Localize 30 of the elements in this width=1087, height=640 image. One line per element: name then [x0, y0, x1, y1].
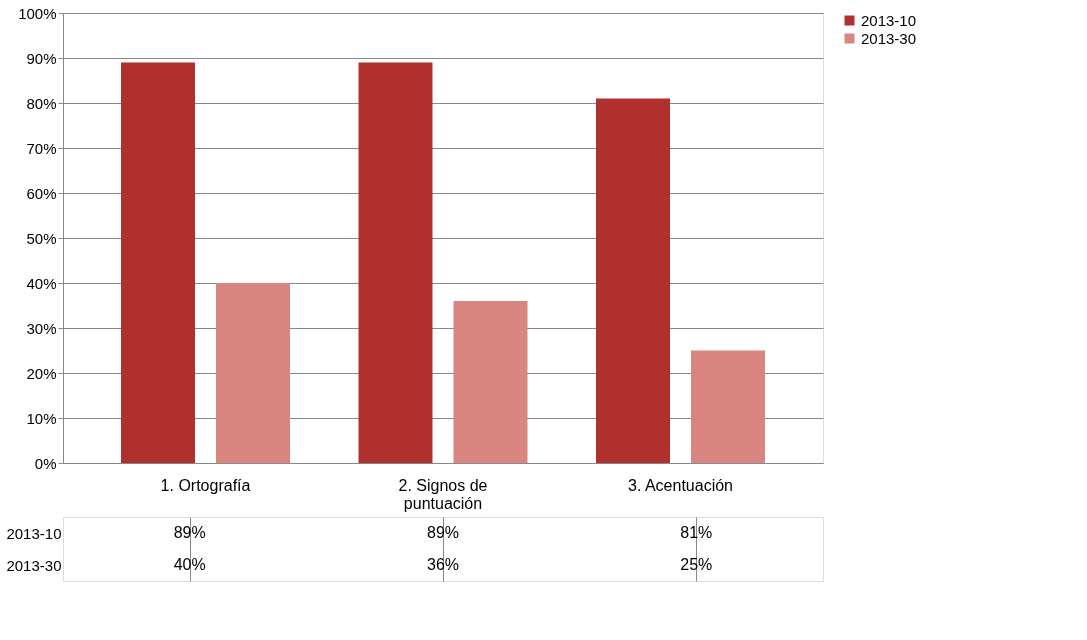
data-label: 89%	[426, 524, 460, 541]
text: 2013-10	[6, 524, 62, 542]
x-tick-label: 3. Acentuación	[628, 476, 733, 494]
y-tick-label: 100%	[18, 4, 57, 22]
x-tick-label: 2. Signos de puntuación	[398, 476, 488, 512]
bar	[216, 283, 290, 463]
data-label: 81%	[680, 524, 713, 541]
text: 2013-30	[6, 556, 62, 574]
bar	[358, 62, 433, 463]
y-tick-label: 50%	[26, 229, 57, 247]
bar	[121, 62, 195, 463]
y-tick-label: 60%	[26, 184, 57, 202]
bar	[596, 98, 670, 463]
y-tick-label: 80%	[26, 94, 57, 112]
y-tick-label: 70%	[26, 139, 57, 157]
data-label: 89%	[173, 524, 206, 541]
legend-label: 2013-30	[861, 29, 917, 47]
data-label: 36%	[426, 556, 460, 573]
y-tick-label: 30%	[26, 319, 57, 337]
data-label: 25%	[680, 556, 713, 573]
y-tick-label: 90%	[26, 49, 57, 67]
data-label: 40%	[173, 556, 206, 573]
y-tick-label: 10%	[26, 409, 57, 427]
y-tick-label: 40%	[26, 274, 57, 292]
y-tick-label: 20%	[26, 364, 57, 382]
x-tick-label: 1. Ortografía	[160, 476, 251, 494]
legend-label: 2013-10	[861, 11, 917, 29]
bar	[691, 350, 765, 463]
bar	[453, 301, 528, 463]
y-tick-label: 0%	[34, 454, 57, 472]
